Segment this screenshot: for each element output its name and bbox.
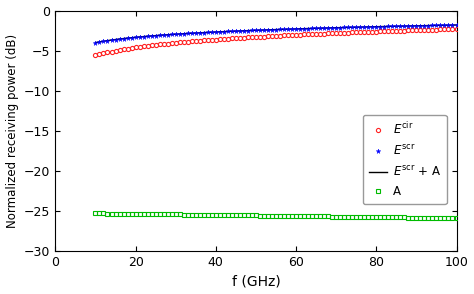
A [137, 212, 142, 216]
$E^{\mathrm{scr}}$ [398, 24, 403, 28]
$E^{\mathrm{scr}}$ [446, 24, 451, 27]
$E^{\mathrm{scr}}$ + A [177, 32, 182, 36]
A [398, 216, 403, 219]
$E^{\mathrm{scr}}$ + A [92, 41, 98, 44]
$E^{\mathrm{cir}}$ [446, 27, 451, 31]
$E^{\mathrm{scr}}$ + A [446, 24, 451, 27]
$E^{\mathrm{scr}}$ + A [442, 24, 447, 27]
A [92, 212, 98, 215]
$E^{\mathrm{scr}}$ [454, 23, 459, 27]
$E^{\mathrm{scr}}$ [92, 41, 98, 44]
A [185, 213, 191, 216]
$E^{\mathrm{cir}}$ [454, 27, 459, 31]
$E^{\mathrm{scr}}$ + A [398, 24, 403, 28]
$E^{\mathrm{scr}}$ + A [185, 32, 191, 35]
Legend: $E^{\mathrm{cir}}$, $E^{\mathrm{scr}}$, $E^{\mathrm{scr}}$ + A, A: $E^{\mathrm{cir}}$, $E^{\mathrm{scr}}$, … [363, 115, 447, 204]
Line: $E^{\mathrm{scr}}$ + A: $E^{\mathrm{scr}}$ + A [95, 25, 456, 43]
$E^{\mathrm{cir}}$ [398, 29, 403, 33]
$E^{\mathrm{scr}}$ [137, 35, 142, 39]
$E^{\mathrm{cir}}$ [442, 28, 447, 31]
Line: $E^{\mathrm{cir}}$: $E^{\mathrm{cir}}$ [93, 27, 458, 58]
$E^{\mathrm{scr}}$ [177, 32, 182, 36]
X-axis label: f (GHz): f (GHz) [232, 274, 280, 288]
Line: A: A [93, 211, 458, 220]
A [442, 216, 447, 220]
$E^{\mathrm{scr}}$ [442, 24, 447, 27]
Y-axis label: Normalized receiving power (dB): Normalized receiving power (dB) [6, 34, 18, 228]
$E^{\mathrm{cir}}$ [137, 45, 142, 49]
$E^{\mathrm{cir}}$ [177, 41, 182, 44]
$E^{\mathrm{scr}}$ [185, 32, 191, 35]
$E^{\mathrm{cir}}$ [185, 40, 191, 44]
$E^{\mathrm{scr}}$ + A [454, 23, 459, 27]
A [454, 216, 459, 220]
Line: $E^{\mathrm{scr}}$: $E^{\mathrm{scr}}$ [93, 23, 459, 45]
A [446, 216, 451, 220]
$E^{\mathrm{cir}}$ [92, 54, 98, 57]
$E^{\mathrm{scr}}$ + A [137, 35, 142, 39]
A [177, 213, 182, 216]
